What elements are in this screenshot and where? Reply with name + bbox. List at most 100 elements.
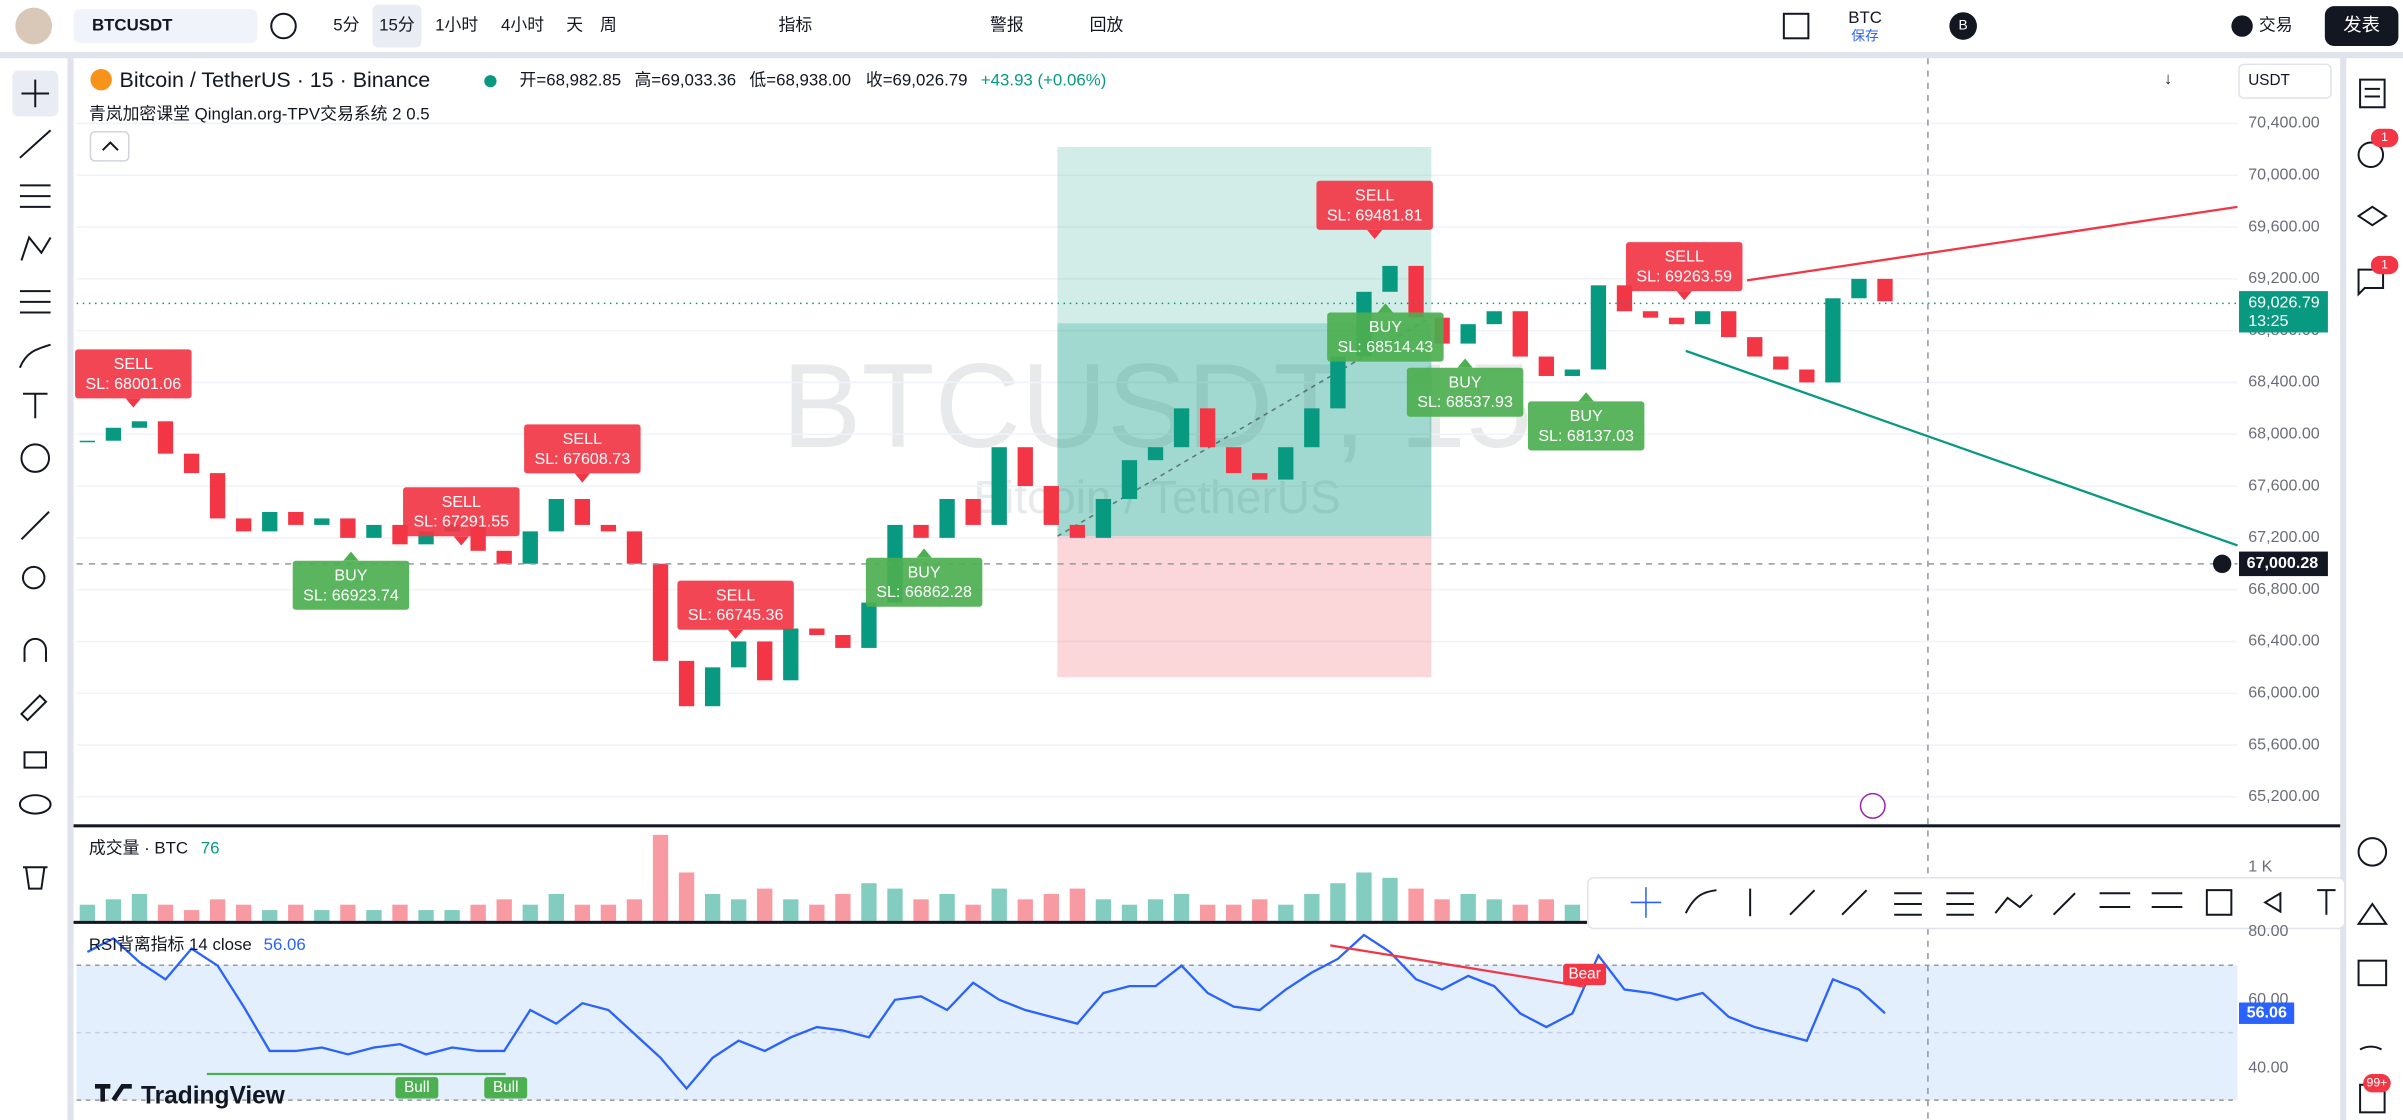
- delete-tool[interactable]: [22, 866, 48, 890]
- alerts-icon[interactable]: [2357, 141, 2385, 168]
- countdown: 13:25: [2248, 312, 2288, 330]
- candle: [1278, 447, 1294, 480]
- volume-bar: [1382, 877, 1398, 921]
- forecast-tool[interactable]: [19, 290, 51, 314]
- support-line: [1685, 349, 2238, 547]
- candle: [1304, 408, 1320, 448]
- signal-pointer: [1367, 229, 1383, 240]
- signal-label: BUY SL: 68137.03: [1527, 392, 1645, 451]
- drawing-tools[interactable]: [1684, 888, 2336, 917]
- signal-box: [524, 424, 641, 474]
- publish-button-bg[interactable]: [2324, 6, 2399, 46]
- stream-icon[interactable]: [2359, 1045, 2383, 1051]
- volume-bar: [991, 888, 1007, 921]
- badge-count: 1: [2381, 257, 2388, 271]
- signal-stop: SL: 68137.03: [1538, 427, 1634, 445]
- trendline-tool[interactable]: [19, 129, 52, 159]
- interval-button[interactable]: 天: [566, 16, 583, 35]
- hide-tool[interactable]: [18, 794, 52, 815]
- candle: [600, 524, 617, 532]
- ideas-icon[interactable]: [2356, 902, 2389, 925]
- candle: [678, 660, 695, 707]
- rsi-value-label: 56.06: [2247, 1003, 2287, 1021]
- add-alert[interactable]: [2212, 554, 2232, 574]
- last-price-box: [2239, 291, 2328, 333]
- legend-low: 低=68,938.00: [749, 71, 851, 90]
- divergence-tag: [484, 1077, 528, 1099]
- volume-bar: [1226, 904, 1242, 921]
- interval-button[interactable]: 1小时: [435, 16, 478, 35]
- calendar-icon[interactable]: [2357, 837, 2388, 867]
- rsi-value-box: [2239, 1002, 2295, 1024]
- toolbar-divider: [0, 52, 2403, 59]
- brush-tool[interactable]: [18, 343, 51, 369]
- volume-bar: [157, 904, 174, 921]
- publish-button[interactable]: 发表: [2343, 14, 2380, 35]
- zoom-tool[interactable]: [21, 565, 46, 590]
- currency[interactable]: USDT: [2248, 72, 2290, 89]
- volume-bar: [444, 910, 460, 921]
- volume-bar: [1069, 888, 1086, 921]
- candle: [965, 499, 981, 525]
- interval-button[interactable]: 4小时: [501, 16, 544, 35]
- icon-tool[interactable]: [20, 443, 51, 473]
- volume-bar: [366, 910, 382, 921]
- y-tick-label: 40.00: [2248, 1058, 2288, 1076]
- interval-button[interactable]: 15分: [379, 16, 415, 35]
- indicators-button[interactable]: 指标: [779, 16, 813, 35]
- watchlist-icon[interactable]: [2359, 78, 2386, 109]
- save-label[interactable]: 保存: [1851, 28, 1879, 43]
- add-symbol[interactable]: [270, 12, 297, 40]
- magnet-tool[interactable]: [23, 637, 47, 662]
- events-icon[interactable]: [1859, 792, 1886, 819]
- layers-icon[interactable]: [2356, 205, 2388, 227]
- candle: [1799, 369, 1815, 383]
- ruler-tool[interactable]: [20, 511, 50, 541]
- badge: [2363, 1074, 2391, 1093]
- volume-bar: [548, 893, 564, 921]
- draw-crosshair[interactable]: [1630, 887, 1662, 918]
- candle: [991, 447, 1007, 525]
- volume-bar: [809, 904, 825, 921]
- candle: [1121, 460, 1138, 500]
- symbol-search[interactable]: [73, 9, 258, 43]
- user-avatar[interactable]: [15, 7, 53, 45]
- candle: [1616, 285, 1633, 312]
- signal-side: SELL: [114, 355, 153, 373]
- divergence-label: Bull: [404, 1079, 430, 1096]
- scale-down[interactable]: ↓: [2164, 69, 2172, 88]
- tv-logo: [95, 1083, 132, 1102]
- currency-select[interactable]: [2238, 63, 2332, 99]
- replay-button[interactable]: 回放: [1090, 16, 1124, 35]
- candle: [757, 641, 773, 681]
- volume-bar: [1486, 899, 1502, 921]
- y-tick-label: 68,400.00: [2248, 373, 2320, 391]
- candle: [340, 518, 356, 538]
- signal-stop: SL: 68514.43: [1338, 338, 1434, 356]
- volume-bar: [574, 904, 591, 921]
- calendar-icon-2[interactable]: [2357, 959, 2388, 987]
- alert-button[interactable]: 警报: [990, 16, 1024, 35]
- pattern-tool[interactable]: [20, 235, 52, 261]
- candle: [1043, 486, 1059, 525]
- lock-tool[interactable]: [23, 751, 47, 769]
- candle: [1069, 524, 1086, 538]
- volume-bar: [1173, 893, 1190, 921]
- signal-box: [677, 580, 794, 630]
- text-tool[interactable]: [22, 392, 48, 419]
- account-name[interactable]: BTC: [1848, 8, 1882, 27]
- fib-tool[interactable]: [19, 184, 51, 208]
- signal-pointer: [727, 629, 744, 639]
- layout-icon[interactable]: [1782, 12, 1810, 40]
- collapse-legend[interactable]: [89, 130, 130, 162]
- signal-stop: SL: 66923.74: [303, 586, 399, 604]
- trade-button[interactable]: 交易: [2259, 16, 2293, 35]
- left-divider: [67, 58, 74, 1120]
- interval-button[interactable]: 周: [600, 16, 617, 35]
- symbol[interactable]: BTCUSDT: [92, 16, 173, 35]
- lock-draw-tool[interactable]: [20, 694, 48, 722]
- volume-bar: [418, 910, 434, 921]
- signal-stop: SL: 66745.36: [688, 606, 784, 624]
- volume-bar: [79, 904, 96, 921]
- interval-button[interactable]: 5分: [333, 16, 359, 35]
